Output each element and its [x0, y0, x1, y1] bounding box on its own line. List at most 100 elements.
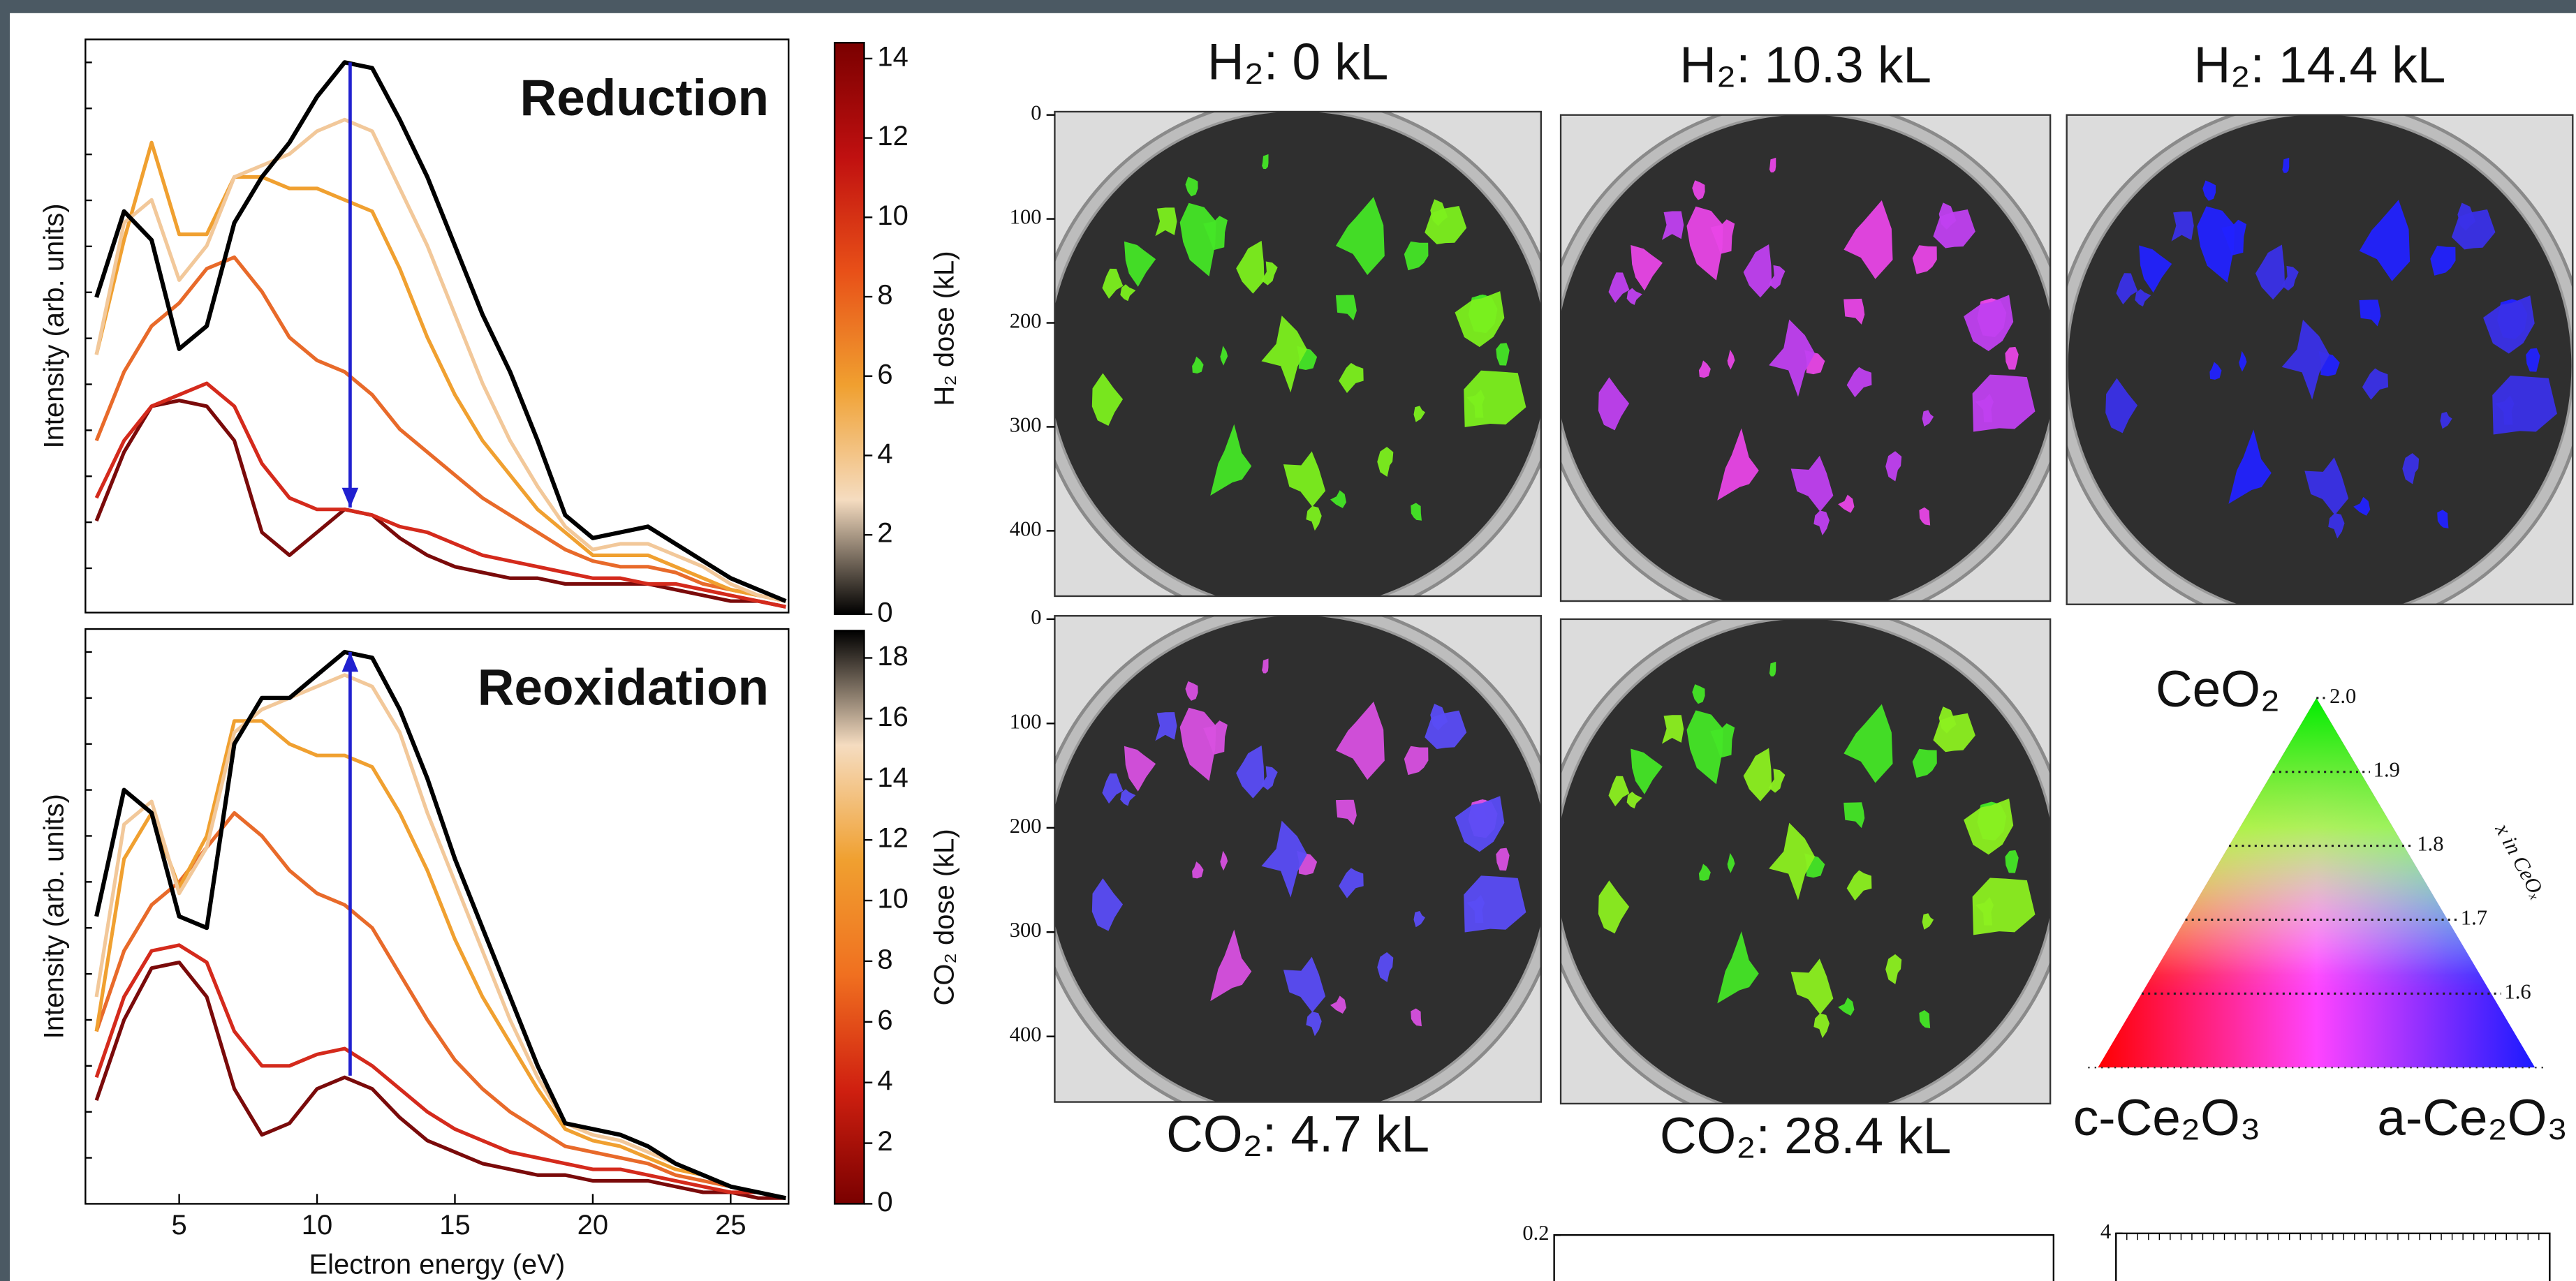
particle [1710, 219, 1735, 254]
particle [2304, 457, 2349, 515]
particle [1885, 451, 1902, 482]
y-tick-label: 200 [1010, 814, 1042, 838]
particle [1466, 390, 1485, 418]
particle [1283, 956, 1326, 1013]
particle [2228, 429, 2272, 504]
particle [1631, 748, 1663, 794]
particle [2139, 245, 2172, 293]
particle [1608, 776, 1630, 807]
particle [1843, 200, 1893, 279]
particle [2202, 180, 2216, 201]
particle [1091, 878, 1124, 931]
y-tick-label: 0 [877, 597, 892, 628]
image-panel [1561, 114, 2051, 602]
particle [1922, 410, 1934, 427]
particle [1598, 377, 1630, 431]
y-tick-label: 6 [877, 359, 892, 390]
image-title: H₂: 0 kL [1207, 34, 1388, 90]
particle [1843, 298, 1865, 325]
particle [1339, 362, 1364, 393]
particle [1120, 284, 1136, 302]
particle [1261, 261, 1278, 286]
image-panel [1561, 619, 2051, 1104]
image-border [1559, 114, 2052, 602]
color-triangle-top [2098, 697, 2535, 1068]
particle [2495, 395, 2515, 425]
tick-label: 2.0 [2330, 684, 2356, 708]
particle [1769, 661, 1776, 677]
colorbar [833, 630, 865, 1205]
y-tick-label: 18 [877, 641, 908, 672]
spectrum-line [94, 810, 786, 1200]
y-tick-label: 14 [877, 762, 908, 793]
spectrum-line [94, 60, 787, 603]
vertex-label: CeO₂ [2156, 661, 2280, 718]
particle [1768, 265, 1786, 290]
spectrum-line [94, 649, 786, 1201]
particle [1377, 952, 1394, 982]
particle [2255, 244, 2286, 300]
particle [1155, 207, 1177, 237]
y-axis-label: Intensity (arb. units) [39, 203, 70, 448]
particle [1727, 349, 1735, 370]
particle [1686, 710, 1723, 785]
particle [1185, 681, 1198, 701]
particle [1330, 995, 1347, 1014]
particle [1912, 748, 1937, 778]
particle [1717, 428, 1759, 501]
particle [1335, 197, 1385, 276]
particle [2282, 157, 2290, 173]
particle [1922, 913, 1934, 930]
tick-label: 1.7 [2461, 905, 2487, 929]
particle [2359, 200, 2411, 281]
particle [1919, 1010, 1931, 1028]
spectrum-line [94, 943, 786, 1200]
particle [1306, 505, 1322, 531]
particle [1975, 394, 1994, 422]
particle [1335, 702, 1385, 780]
particle [2281, 320, 2330, 400]
y-axis-label: Intensity (arb. units) [39, 794, 70, 1039]
image-border [1054, 615, 1542, 1103]
particle [1626, 792, 1642, 809]
y-tick-label: 10 [877, 884, 908, 915]
x-axis-label: Electron energy (eV) [309, 1249, 565, 1280]
particle [1608, 272, 1630, 303]
particle [1933, 209, 1975, 249]
particle [1120, 789, 1136, 806]
particle [2105, 378, 2138, 434]
colorbar [833, 41, 865, 616]
y-tick-label: 8 [877, 280, 892, 311]
particle [2402, 453, 2420, 484]
particle [1335, 295, 1357, 320]
particle [2221, 219, 2247, 256]
particle [1919, 507, 1931, 526]
y-tick-label: 100 [1010, 709, 1042, 733]
particle [1236, 240, 1265, 294]
y-tick-label: 10 [877, 200, 908, 231]
image-title: CO₂: 28.4 kL [1660, 1108, 1951, 1164]
y-tick-label: 12 [877, 121, 908, 151]
particle [1124, 241, 1156, 287]
tick-label: 1.6 [2504, 979, 2531, 1003]
image-title: H₂: 10.3 kL [1679, 37, 1931, 94]
particle [1124, 746, 1156, 792]
particle [2437, 510, 2449, 528]
particle [1192, 861, 1204, 879]
particle [1496, 343, 1510, 366]
particle [2116, 273, 2138, 305]
particle [1964, 798, 2014, 855]
y-tick-label: 0 [1031, 605, 1041, 629]
y-tick-label: 4 [2100, 1220, 2111, 1243]
particle [1261, 820, 1307, 898]
image-panel [1054, 616, 1541, 1102]
particle [1692, 180, 1705, 200]
x-tick-label: 5 [171, 1210, 186, 1241]
particle [1210, 424, 1252, 496]
particle [1838, 997, 1855, 1016]
particle [1262, 658, 1269, 674]
y-tick-label: 12 [877, 823, 908, 854]
particle [1413, 406, 1425, 422]
particle [1236, 745, 1265, 799]
particle [1283, 451, 1326, 508]
